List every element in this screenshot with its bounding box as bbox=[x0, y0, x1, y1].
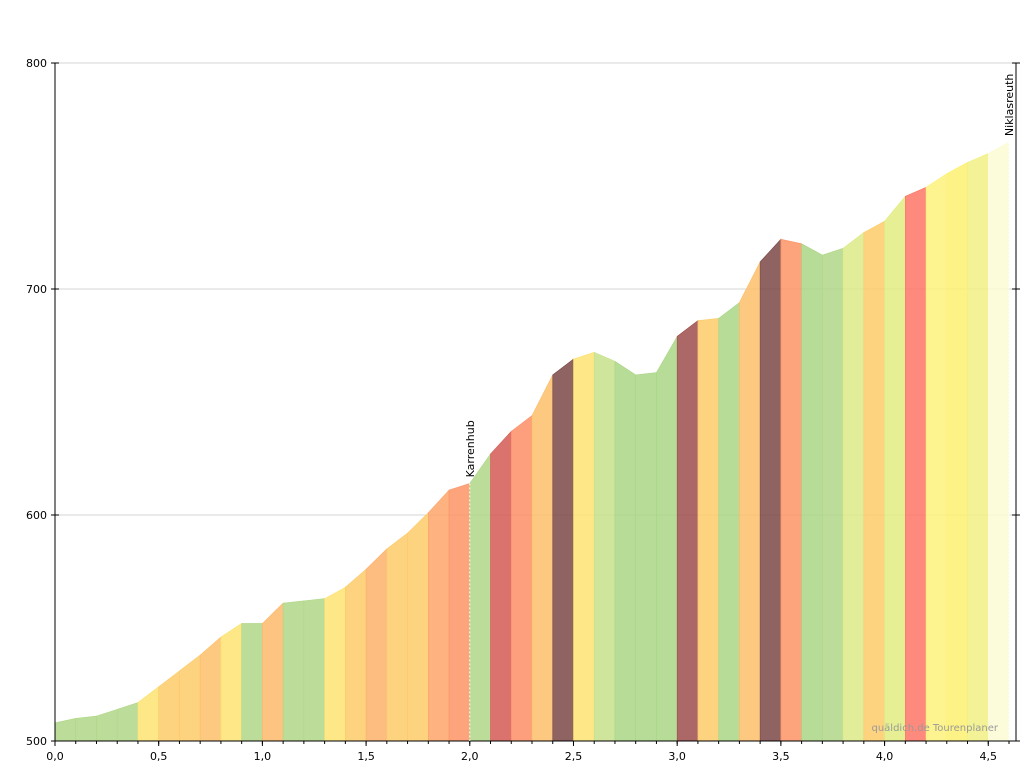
elevation-segment-12 bbox=[303, 598, 325, 742]
elevation-segment-23 bbox=[531, 374, 554, 742]
elevation-segment-35 bbox=[780, 238, 802, 742]
y-tick-label-2: 700 bbox=[26, 283, 47, 296]
elevation-segment-18 bbox=[428, 489, 450, 742]
elevation-segment-8 bbox=[220, 622, 242, 742]
elevation-segment-28 bbox=[635, 372, 657, 742]
elevation-segment-6 bbox=[179, 654, 201, 742]
elevation-segment-33 bbox=[739, 261, 761, 742]
y-axis-ticks: 500 600 700 800 bbox=[26, 57, 1020, 748]
elevation-segment-14 bbox=[345, 568, 367, 742]
elevation-segment-37 bbox=[822, 247, 844, 742]
elevation-segment-20 bbox=[469, 453, 491, 742]
elevation-segment-21 bbox=[490, 430, 512, 742]
x-tick-label-0: 0,0 bbox=[46, 750, 64, 763]
elevation-segment-4 bbox=[137, 686, 159, 742]
elevation-segment-40 bbox=[884, 195, 906, 742]
elevation-segment-44 bbox=[967, 152, 989, 742]
elevation-segment-22 bbox=[510, 414, 533, 742]
x-tick-label-3: 1,5 bbox=[357, 750, 375, 763]
elevation-segments bbox=[54, 141, 1010, 742]
elevation-segment-13 bbox=[324, 586, 346, 742]
x-tick-label-1: 0,5 bbox=[150, 750, 168, 763]
elevation-segment-27 bbox=[614, 360, 636, 742]
waypoint-markers: Karrenhub Niklasreuth bbox=[464, 74, 1016, 741]
elevation-segment-36 bbox=[801, 243, 823, 742]
waypoint-label-0: Karrenhub bbox=[464, 420, 477, 477]
elevation-segment-0 bbox=[54, 718, 77, 742]
elevation-segment-30 bbox=[676, 320, 699, 742]
elevation-segment-29 bbox=[656, 335, 678, 742]
elevation-segment-32 bbox=[718, 301, 740, 742]
elevation-segment-39 bbox=[863, 220, 885, 742]
x-tick-label-9: 4,5 bbox=[980, 750, 998, 763]
elevation-segment-5 bbox=[158, 670, 180, 742]
elevation-segment-7 bbox=[199, 636, 222, 742]
elevation-segment-3 bbox=[116, 702, 139, 742]
elevation-segment-9 bbox=[241, 623, 263, 742]
elevation-segment-43 bbox=[946, 161, 968, 742]
elevation-segment-19 bbox=[448, 482, 471, 742]
x-tick-label-7: 3,5 bbox=[772, 750, 790, 763]
y-tick-label-3: 800 bbox=[26, 57, 47, 70]
elevation-segment-15 bbox=[365, 548, 388, 742]
elevation-segment-10 bbox=[262, 602, 284, 742]
x-axis-ticks: 0,0 0,5 1,0 1,5 2,0 2,5 3,0 3,5 4,0 4,5 bbox=[46, 741, 1010, 763]
x-tick-label-8: 4,0 bbox=[876, 750, 894, 763]
credit-label: quäldich.de Tourenplaner bbox=[871, 723, 998, 734]
elevation-segment-24 bbox=[552, 358, 574, 742]
elevation-segment-2 bbox=[96, 708, 118, 742]
elevation-segment-17 bbox=[407, 512, 429, 742]
elevation-segment-38 bbox=[842, 231, 865, 742]
y-tick-label-0: 500 bbox=[26, 735, 47, 748]
elevation-segment-26 bbox=[593, 351, 616, 742]
elevation-segment-31 bbox=[697, 318, 719, 742]
x-tick-label-2: 1,0 bbox=[254, 750, 272, 763]
x-tick-label-5: 2,5 bbox=[565, 750, 583, 763]
elevation-segment-34 bbox=[759, 238, 782, 742]
elevation-segment-1 bbox=[75, 715, 97, 742]
axes bbox=[54, 63, 1017, 742]
x-tick-label-6: 3,0 bbox=[668, 750, 686, 763]
elevation-segment-16 bbox=[386, 532, 408, 742]
elevation-segment-41 bbox=[905, 186, 927, 742]
waypoint-label-1: Niklasreuth bbox=[1003, 74, 1016, 137]
elevation-segment-25 bbox=[573, 351, 595, 742]
elevation-segment-42 bbox=[925, 173, 948, 742]
x-tick-label-4: 2,0 bbox=[461, 750, 479, 763]
elevation-segment-45 bbox=[987, 141, 1010, 742]
elevation-segment-11 bbox=[282, 600, 305, 742]
y-tick-label-1: 600 bbox=[26, 509, 47, 522]
